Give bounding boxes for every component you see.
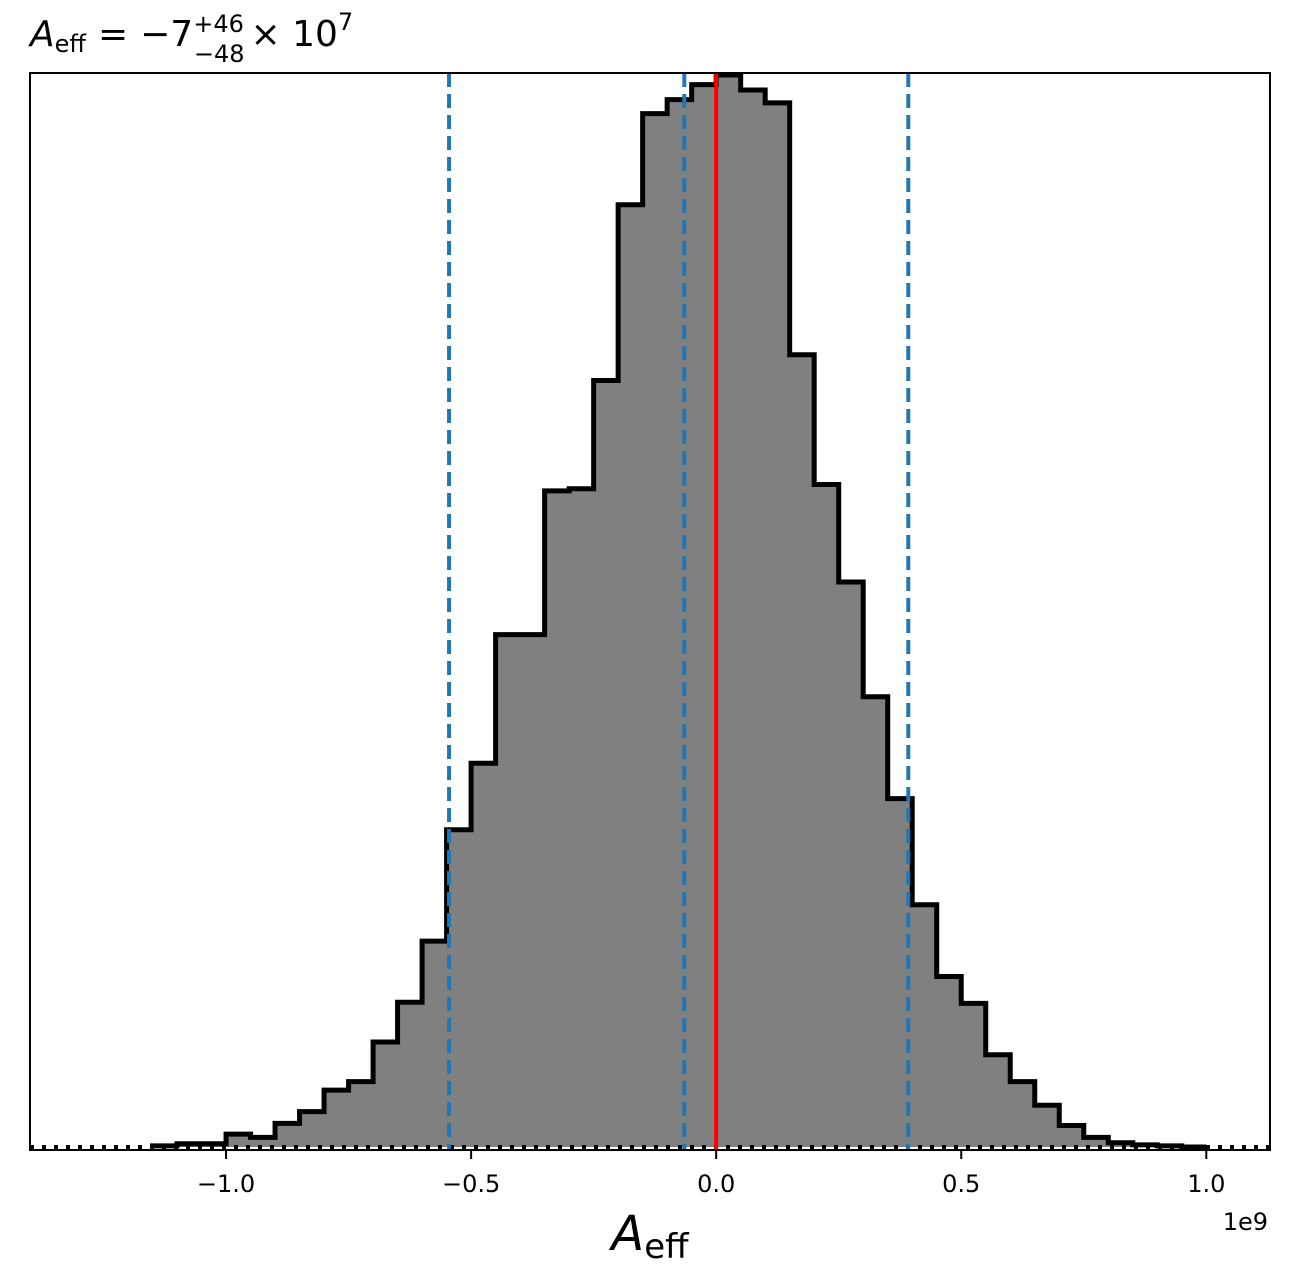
title-upper-err: +46 [193,10,244,38]
histogram-bar [422,941,448,1147]
x-tick-label: −1.0 [197,1170,255,1198]
histogram-bars [152,75,1183,1148]
histogram-bar [250,1137,276,1147]
histogram-bar [667,99,693,1147]
x-tick-label: 0.0 [697,1170,735,1198]
histogram-bar [324,1090,350,1147]
histogram-bar [985,1054,1011,1147]
x-offset-label: 1e9 [1223,1208,1268,1236]
histogram-bar [912,904,938,1147]
histogram-bar [961,1003,987,1147]
title-symbol: A [28,14,55,55]
x-tick-label: 0.5 [942,1170,980,1198]
histogram-bar [618,204,644,1147]
title-symbol-subscript: eff [55,30,87,58]
histogram-bar [716,75,742,1147]
histogram-bar [471,763,497,1147]
histogram-bar [740,90,766,1147]
histogram-bar [299,1111,325,1147]
x-axis-label-symbol: A [608,1206,644,1262]
x-tick-label: 1.0 [1187,1170,1225,1198]
title-exponent: 7 [338,8,353,36]
x-tick-label: −0.5 [442,1170,500,1198]
histogram-bar [275,1123,301,1147]
axes-frame [29,72,1271,1151]
histogram-bar [593,380,619,1147]
histogram-bar [1083,1137,1109,1147]
histogram-bar [936,976,962,1147]
histogram-bar [691,84,717,1148]
histogram-bar [520,634,546,1147]
x-axis-label-subscript: eff [644,1227,690,1267]
histogram-bar [765,102,791,1148]
histogram-outline [150,72,1207,1150]
histogram-bar [1010,1081,1036,1147]
histogram-bar [226,1134,252,1147]
title-times: × 10 [251,14,338,55]
histogram-bar [544,490,570,1147]
title-equals: = [98,14,128,55]
histogram-bar [642,113,668,1147]
title-lower-err: −48 [194,40,245,68]
histogram-bar [495,634,521,1147]
title-central: −7 [140,14,193,55]
histogram-bar [1034,1105,1060,1147]
histogram-bar [863,696,889,1147]
histogram-bar [397,1002,423,1147]
histogram-bar [814,484,840,1147]
histogram-bar [789,354,815,1147]
histogram-bar [373,1041,399,1147]
x-axis-ticks: −1.0 −0.5 0.0 0.5 1.0 [197,1150,1225,1198]
x-axis-label: Aeff [608,1206,690,1267]
histogram-bar [348,1081,374,1147]
chart-title: Aeff = −7+46 −48 × 107 [28,8,353,68]
histogram-bar [838,582,864,1147]
histogram-bar [569,488,595,1147]
histogram-bar [1059,1125,1085,1147]
